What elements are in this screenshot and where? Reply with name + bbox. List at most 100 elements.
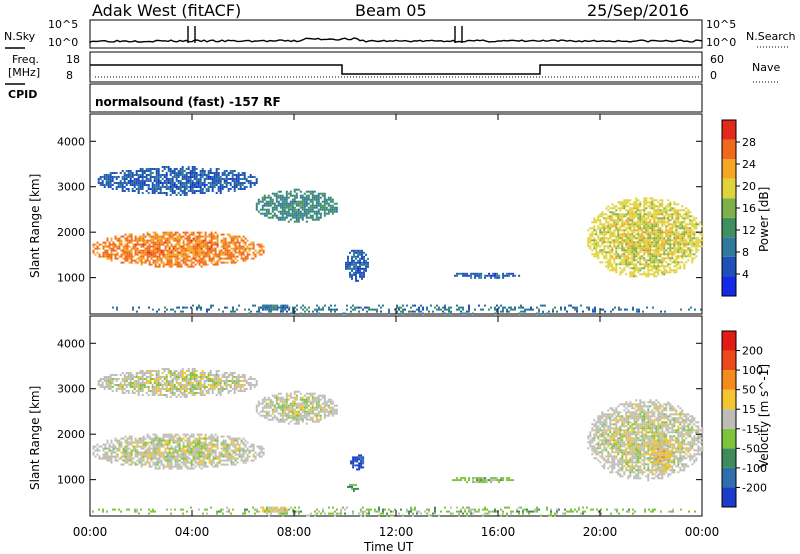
scatter-cell xyxy=(232,310,234,313)
scatter-cell xyxy=(133,180,136,182)
scatter-cell xyxy=(664,310,666,313)
scatter-cell xyxy=(182,451,185,454)
scatter-cell xyxy=(205,190,208,192)
scatter-cell xyxy=(643,245,646,248)
scatter-cell xyxy=(204,235,207,238)
scatter-cell xyxy=(689,253,692,256)
scatter-cell xyxy=(673,249,676,252)
scatter-cell xyxy=(226,247,229,250)
scatter-cell xyxy=(144,449,147,452)
scatter-cell xyxy=(122,449,125,452)
scatter-cell xyxy=(317,202,320,205)
scatter-cell xyxy=(182,463,185,466)
scatter-cell xyxy=(593,237,596,240)
scatter-cell xyxy=(353,267,355,270)
scatter-cell xyxy=(502,274,505,277)
scatter-cell xyxy=(157,172,160,174)
scatter-cell xyxy=(164,257,167,260)
scatter-cell xyxy=(236,457,239,460)
scatter-cell xyxy=(283,398,286,401)
scatter-cell xyxy=(224,455,227,458)
scatter-cell xyxy=(120,241,123,244)
scatter-cell xyxy=(643,205,646,208)
scatter-cell xyxy=(675,231,678,234)
scatter-cell xyxy=(685,251,688,254)
scatter-cell xyxy=(293,414,296,417)
scatter-cell xyxy=(627,221,630,224)
scatter-cell xyxy=(609,237,612,240)
scatter-cell xyxy=(669,251,672,254)
scatter-cell xyxy=(213,172,216,174)
scatter-cell xyxy=(365,259,367,262)
scatter-cell xyxy=(172,465,175,468)
scatter-cell xyxy=(311,408,314,411)
scatter-cell xyxy=(687,247,690,250)
scatter-cell xyxy=(689,229,692,232)
scatter-cell xyxy=(111,188,114,190)
scatter-cell xyxy=(313,218,316,221)
scatter-cell xyxy=(311,208,314,211)
scatter-cell xyxy=(248,455,251,458)
scatter-cell xyxy=(524,310,526,313)
scatter-cell xyxy=(683,221,686,224)
scatter-cell xyxy=(591,233,594,236)
scatter-cell xyxy=(261,208,264,211)
scatter-cell xyxy=(597,255,600,258)
scatter-cell xyxy=(643,267,646,270)
scatter-cell xyxy=(110,243,113,246)
scatter-cell xyxy=(601,249,604,252)
scatter-cell xyxy=(146,443,149,446)
scatter-cell xyxy=(299,200,302,203)
scatter-cell xyxy=(207,176,210,178)
scatter-cell xyxy=(677,251,680,254)
scatter-cell xyxy=(107,178,110,180)
scatter-cell xyxy=(216,261,219,264)
scatter-cell xyxy=(150,455,153,458)
scatter-cell xyxy=(204,453,207,456)
scatter-cell xyxy=(174,435,177,438)
scatter-cell xyxy=(661,217,664,220)
scatter-cell xyxy=(114,249,117,252)
scatter-cell xyxy=(134,247,137,250)
scatter-cell xyxy=(148,243,151,246)
scatter-cell xyxy=(204,263,207,266)
scatter-cell xyxy=(170,263,173,266)
scatter-cell xyxy=(228,459,231,462)
scatter-cell xyxy=(172,263,175,266)
scatter-cell xyxy=(147,186,150,188)
scatter-cell xyxy=(414,310,416,313)
scatter-cell xyxy=(601,237,604,240)
scatter-cell xyxy=(186,445,189,448)
scatter-cell xyxy=(164,233,167,236)
scatter-cell xyxy=(311,416,314,419)
scatter-cell xyxy=(178,465,181,468)
scatter-cell xyxy=(110,451,113,454)
scatter-cell xyxy=(204,447,207,450)
scatter-cell xyxy=(289,212,292,215)
scatter-cell xyxy=(283,406,286,409)
scatter-cell xyxy=(174,449,177,452)
scatter-cell xyxy=(234,463,237,466)
scatter-cell xyxy=(164,239,167,242)
scatter-cell xyxy=(659,205,662,208)
scatter-cell xyxy=(689,215,692,218)
scatter-cell xyxy=(244,459,247,462)
scatter-cell xyxy=(333,206,336,209)
scatter-cell xyxy=(554,306,556,309)
scatter-cell xyxy=(619,225,622,228)
scatter-cell xyxy=(659,261,662,264)
scatter-cell xyxy=(263,400,266,403)
scatter-cell xyxy=(214,243,217,246)
scatter-cell xyxy=(160,249,163,252)
scatter-cell xyxy=(202,243,205,246)
scatter-cell xyxy=(114,257,117,260)
scatter-cell xyxy=(242,249,245,252)
scatter-cell xyxy=(196,253,199,256)
scatter-cell xyxy=(144,235,147,238)
scatter-cell xyxy=(151,176,154,178)
scatter-cell xyxy=(611,231,614,234)
scatter-cell xyxy=(163,168,166,170)
scatter-cell xyxy=(661,261,664,264)
scatter-cell xyxy=(667,239,670,242)
scatter-cell xyxy=(260,245,263,248)
